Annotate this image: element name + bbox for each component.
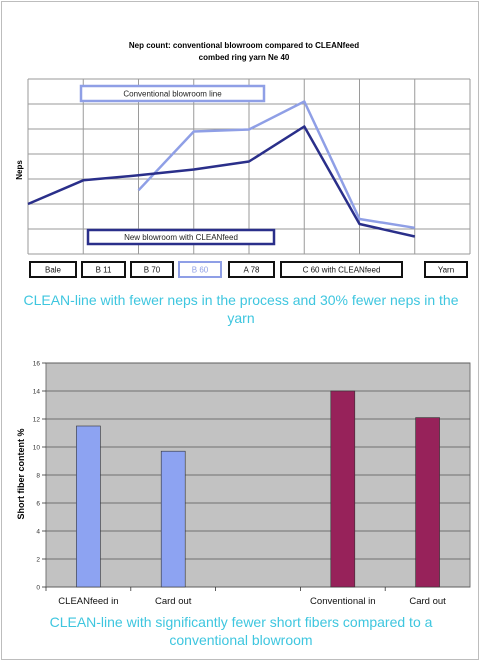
y-tick-label: 2 (36, 557, 40, 564)
category-label: Yarn (438, 266, 454, 275)
bar (415, 417, 440, 588)
category-label: B 70 (144, 266, 161, 275)
category-box (228, 261, 275, 278)
line-chart-categories: Bale B 11 B 70 B 60 A 78 C 60 with CLEANfeed Y… (29, 261, 468, 278)
bar-chart-y-ticks: 0 2 4 6 8 10 12 14 16 (33, 361, 46, 592)
bar (76, 425, 101, 588)
bar-chart-x-labels: CLEANfeed in Card out Conventional in Card … (45, 587, 446, 607)
category-box (130, 261, 174, 278)
y-tick-label: 12 (33, 417, 41, 424)
bar-chart-plot (45, 362, 471, 588)
x-tick-label: Card out (409, 596, 446, 607)
series-line-2 (27, 125, 416, 238)
line-chart-legend: Conventional blowroom line New blowroom w… (79, 84, 276, 246)
category-box (424, 261, 468, 278)
legend-label-2: New blowroom with CLEANfeed (124, 233, 238, 242)
legend-label-1: Conventional blowroom line (123, 90, 222, 99)
category-box (29, 261, 77, 278)
category-label: C 60 with CLEANfeed (303, 266, 381, 275)
y-tick-label: 10 (33, 445, 41, 452)
legend-box-1 (79, 84, 266, 103)
x-tick-label: CLEANfeed in (58, 596, 118, 607)
y-tick-label: 14 (33, 389, 41, 396)
nep-count-line-chart: Nep count: conventional blowroom compare… (15, 41, 471, 278)
x-tick-label: Conventional in (310, 596, 376, 607)
legend-box-2 (86, 228, 276, 246)
x-tick-label: Card out (155, 596, 192, 607)
y-axis-label: Short fiber content % (16, 428, 26, 519)
bar (330, 390, 356, 588)
category-label: A 78 (243, 266, 260, 275)
chart-title: Nep count: conventional blowroom compare… (129, 41, 359, 50)
category-label: B 11 (96, 266, 112, 275)
category-box (178, 261, 222, 278)
bar-chart-bars (76, 390, 440, 588)
line-chart-series (27, 100, 416, 238)
chart-subtitle: combed ring yarn Ne 40 (199, 53, 290, 62)
line-chart-caption: CLEAN-line with fewer neps in the proces… (23, 292, 459, 326)
category-box (81, 261, 126, 278)
series-line-1 (137, 100, 415, 230)
y-tick-label: 16 (33, 361, 41, 368)
y-tick-label: 4 (36, 529, 40, 536)
bar (160, 450, 186, 588)
category-box (280, 261, 403, 278)
bar-chart-caption: CLEAN-line with significantly fewer shor… (49, 614, 433, 648)
y-tick-label: 6 (36, 501, 40, 508)
y-tick-label: 0 (36, 585, 40, 592)
y-tick-label: 8 (36, 473, 40, 480)
y-axis-label: Neps (15, 160, 24, 180)
category-label: B 60 (192, 266, 209, 275)
category-label: Bale (45, 266, 62, 275)
